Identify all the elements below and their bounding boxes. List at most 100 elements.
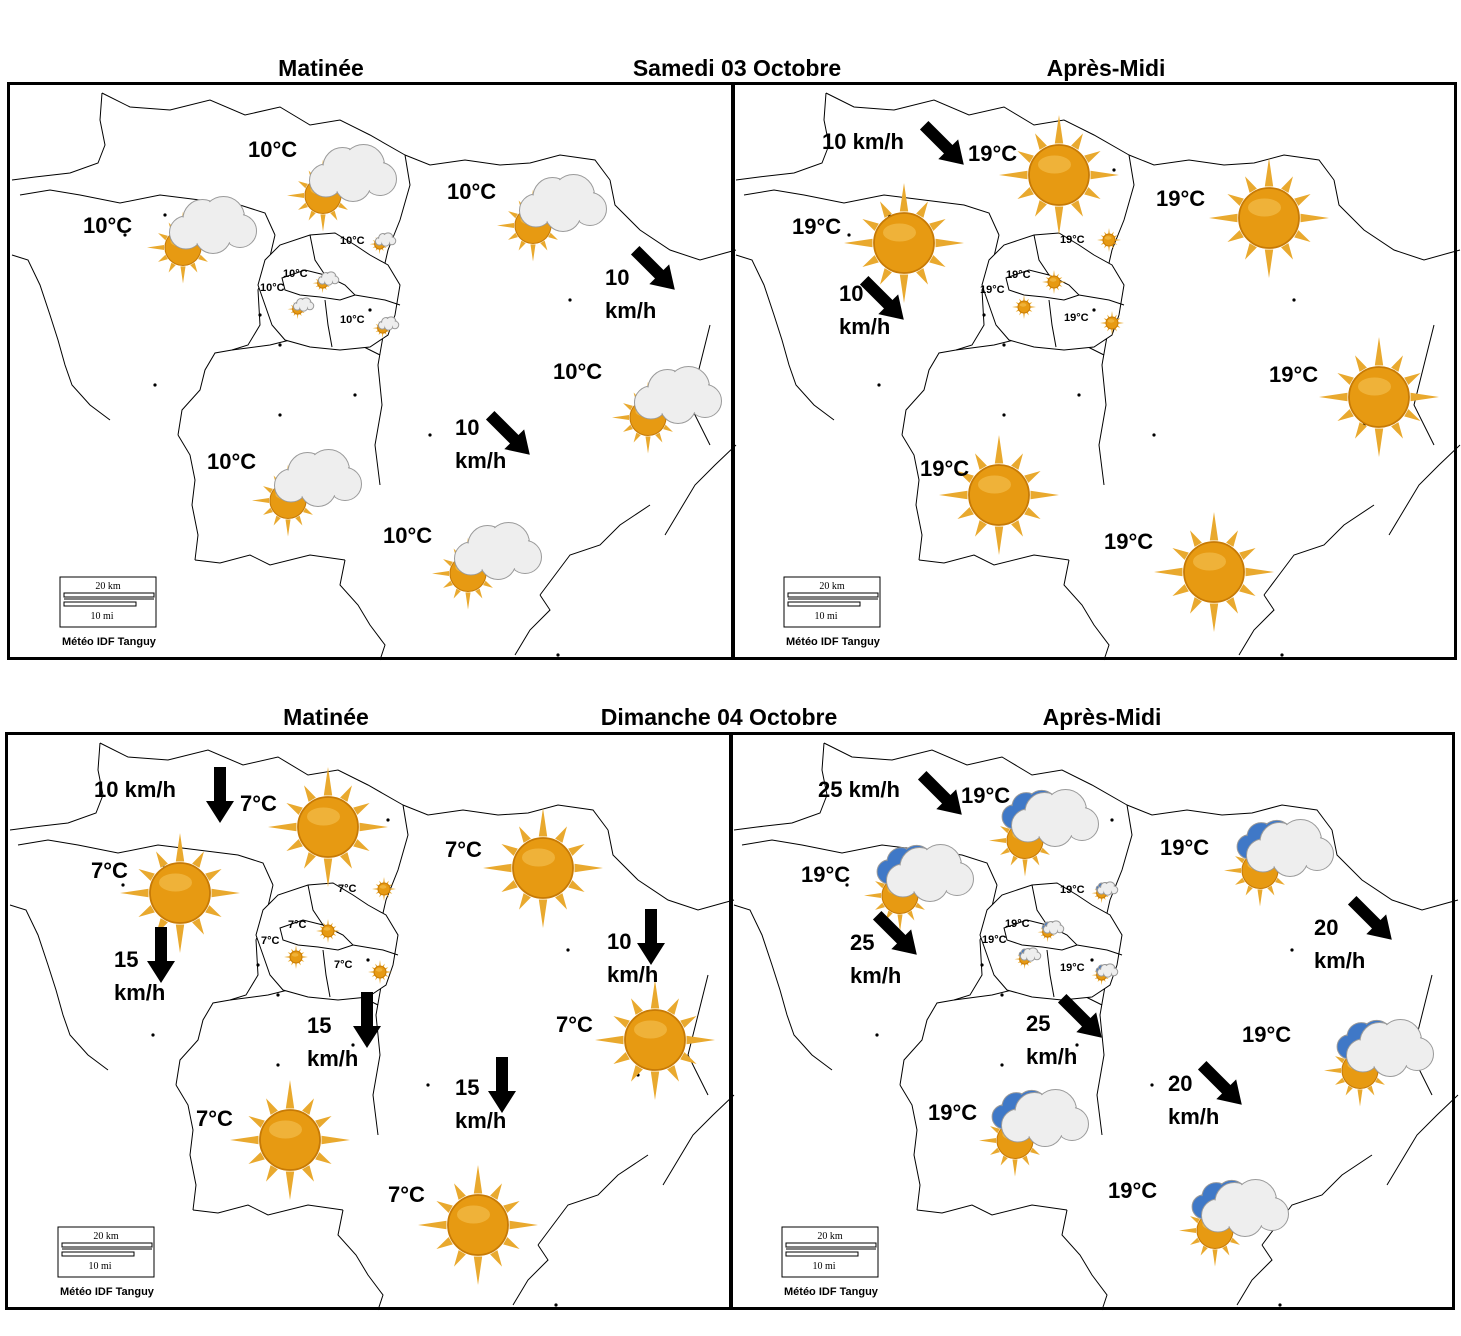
wind-arrow-icon <box>353 992 381 1048</box>
temperature-label: 19°C <box>1060 884 1085 896</box>
sun-cloud-icon <box>1091 963 1119 986</box>
temperature-label: 10°C <box>207 449 256 474</box>
wind-unit-label: km/h <box>455 448 506 473</box>
credit-label: Météo IDF Tanguy <box>784 1286 879 1298</box>
forecast-station: 7°C <box>240 767 388 887</box>
day1-morning-label: Matinée <box>278 55 364 81</box>
credit-label: Météo IDF Tanguy <box>62 636 157 648</box>
sun-cloud-icon <box>864 844 974 932</box>
wind-unit-label: km/h <box>114 980 165 1005</box>
wind-arrow-icon <box>637 909 665 965</box>
scale-mi-label: 10 mi <box>88 1261 111 1272</box>
forecast-station: 7°C <box>556 980 715 1100</box>
wind-unit-label: km/h <box>605 298 656 323</box>
sun-cloud-icon <box>1037 920 1065 943</box>
forecast-station: 19°C <box>1006 269 1066 294</box>
forecast-station: 7°C <box>388 1165 538 1285</box>
scale-bar: 20 km 10 mi <box>781 1226 879 1278</box>
forecast-station: 10°C <box>283 268 340 294</box>
sun-cloud-icon <box>1324 1019 1434 1107</box>
wind-speed-label: 10 <box>455 415 479 440</box>
forecast-station: 19°C <box>928 1089 1089 1177</box>
wind-arrow-icon <box>917 770 962 815</box>
sun-icon <box>230 1080 350 1200</box>
scale-km-label: 20 km <box>93 1231 119 1242</box>
forecast-station: 10°C <box>553 359 722 454</box>
wind-speed-label: 10 <box>605 265 629 290</box>
wind-arrow-icon <box>488 1057 516 1113</box>
temperature-label: 10°C <box>248 137 297 162</box>
wind-speed-label: 20 <box>1314 915 1338 940</box>
temperature-label: 7°C <box>240 791 277 816</box>
wind-speed-label: 25 km/h <box>818 777 900 802</box>
forecast-station: 19°C <box>1005 918 1065 943</box>
sun-cloud-icon <box>287 144 397 232</box>
temperature-label: 10°C <box>553 359 602 384</box>
day1-afternoon-label: Après-Midi <box>1046 55 1166 81</box>
sun-icon <box>1042 270 1066 294</box>
temperature-label: 7°C <box>556 1012 593 1037</box>
wind-arrow-icon <box>630 245 675 290</box>
temperature-label: 19°C <box>961 783 1010 808</box>
day2-date-label: Dimanche 04 Octobre <box>600 704 838 730</box>
sun-cloud-icon <box>432 522 542 610</box>
wind-arrow-icon <box>872 910 917 955</box>
map-panel-samedi-matinee: 10°C 10°C 10°C 10°C 10°C 10°C 10°C 10°C 10°C 10°C… <box>7 82 737 661</box>
wind-marker: 15 km/h <box>307 992 381 1071</box>
forecast-station: 19°C <box>1269 337 1439 457</box>
temperature-label: 7°C <box>338 883 357 895</box>
sun-icon <box>844 183 964 303</box>
wind-speed-label: 10 km/h <box>822 129 904 154</box>
forecast-station: 19°C <box>1104 512 1274 632</box>
sun-icon <box>284 945 308 969</box>
temperature-label: 10°C <box>340 314 365 326</box>
wind-marker: 10 km/h <box>839 275 904 339</box>
sun-icon <box>1100 311 1124 335</box>
sun-cloud-icon <box>989 789 1099 877</box>
wind-unit-label: km/h <box>307 1046 358 1071</box>
scale-km-label: 20 km <box>817 1231 843 1242</box>
wind-unit-label: km/h <box>1314 948 1365 973</box>
forecast-station: 19°C <box>801 844 974 932</box>
forecast-station: 10°C <box>383 522 542 610</box>
temperature-label: 19°C <box>1269 362 1318 387</box>
wind-arrow-icon <box>485 410 530 455</box>
wind-marker: 10 km/h <box>822 120 964 165</box>
temperature-label: 19°C <box>1006 269 1031 281</box>
sun-cloud-icon <box>1014 947 1042 970</box>
wind-speed-label: 15 <box>455 1075 479 1100</box>
forecast-station: 7°C <box>445 808 603 928</box>
scale-bar: 20 km 10 mi <box>57 1226 155 1278</box>
scale-mi-label: 10 mi <box>812 1261 835 1272</box>
day2-afternoon-label: Après-Midi <box>1042 704 1162 730</box>
wind-unit-label: km/h <box>839 314 890 339</box>
wind-unit-label: km/h <box>455 1108 506 1133</box>
map-panel-dimanche-apres-midi: 19°C 19°C 19°C 19°C 19°C 19°C 19°C 19°C 19°C 19°C… <box>729 732 1459 1311</box>
day1-date-label: Samedi 03 Octobre <box>632 55 842 81</box>
temperature-label: 7°C <box>91 858 128 883</box>
sun-cloud-icon <box>312 271 340 294</box>
temperature-label: 19°C <box>1060 962 1085 974</box>
temperature-label: 10°C <box>83 213 132 238</box>
scale-bar: 20 km 10 mi <box>783 576 881 628</box>
wind-marker: 10 km/h <box>94 767 234 823</box>
wind-arrow-icon <box>1197 1060 1242 1105</box>
temperature-label: 19°C <box>1242 1022 1291 1047</box>
temperature-label: 7°C <box>288 919 307 931</box>
forecast-station: 10°C <box>207 449 362 537</box>
credit-label: Météo IDF Tanguy <box>786 636 881 648</box>
forecast-station: 7°C <box>288 919 340 943</box>
wind-speed-label: 10 km/h <box>94 777 176 802</box>
scale-mi-label: 10 mi <box>814 611 837 622</box>
sun-icon <box>1319 337 1439 457</box>
forecast-station: 10°C <box>83 196 257 284</box>
sun-icon <box>120 833 240 953</box>
map-panel-samedi-apres-midi: 19°C 19°C 19°C 19°C 19°C 19°C 19°C 19°C 19°C 19°C… <box>731 82 1461 661</box>
temperature-label: 19°C <box>1060 234 1085 246</box>
temperature-label: 19°C <box>1160 835 1209 860</box>
departement-boundaries <box>9 742 735 1311</box>
forecast-station: 10°C <box>340 232 397 255</box>
sun-cloud-icon <box>372 316 400 339</box>
forecast-station: 19°C <box>1160 819 1334 907</box>
forecast-station: 7°C <box>261 935 308 969</box>
